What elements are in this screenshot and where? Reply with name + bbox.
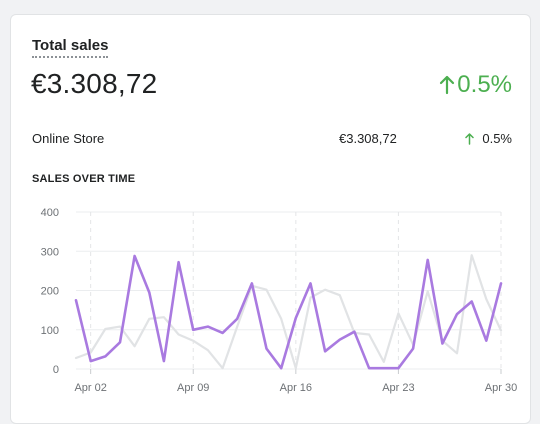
total-sales-value: €3.308,72 <box>31 68 158 99</box>
breakdown-change-value: 0.5% <box>482 131 512 146</box>
x-tick-label: Apr 30 <box>485 382 517 394</box>
arrow-up-icon <box>465 132 475 145</box>
total-change: 0.5% <box>439 70 512 100</box>
breakdown-row-online-store: Online Store €3.308,72 0.5% <box>32 131 512 149</box>
total-sales-card: Total sales €3.308,72 0.5% Online Store … <box>10 14 531 424</box>
total-change-value: 0.5% <box>457 71 512 98</box>
breakdown-amount: €3.308,72 <box>339 131 397 146</box>
series-line-current <box>74 254 503 370</box>
y-tick-label: 400 <box>41 207 59 219</box>
y-tick-label: 0 <box>53 364 59 376</box>
y-tick-label: 300 <box>41 246 59 258</box>
x-tick-label: Apr 16 <box>280 382 312 394</box>
y-tick-label: 100 <box>41 325 59 337</box>
x-tick-label: Apr 23 <box>382 382 414 394</box>
card-title[interactable]: Total sales <box>32 37 109 58</box>
sales-over-time-chart[interactable]: 0 100 200 300 400 Apr 02 Apr 09 Apr 16 Apr 23 Apr… <box>11 15 530 411</box>
breakdown-label: Online Store <box>32 131 105 146</box>
x-tick-label: Apr 09 <box>177 382 209 394</box>
y-tick-label: 200 <box>41 286 59 298</box>
arrow-up-icon <box>440 75 455 95</box>
section-title: SALES OVER TIME <box>32 173 136 185</box>
x-tick-label: Apr 02 <box>74 382 106 394</box>
breakdown-change: 0.5% <box>465 131 512 146</box>
